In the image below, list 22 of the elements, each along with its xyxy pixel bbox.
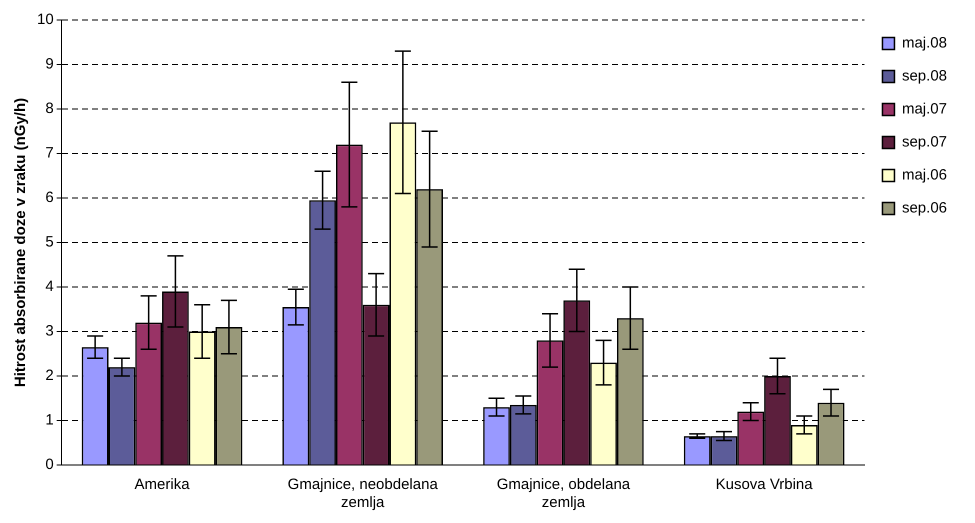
legend-label: maj.07: [902, 100, 947, 118]
y-tick-label: 6: [45, 189, 54, 206]
y-tick-label: 5: [45, 234, 54, 251]
y-tick-label: 4: [45, 278, 54, 296]
legend-label: maj.06: [902, 166, 947, 184]
x-tick-label: Gmajnice, obdelana zemlja: [496, 476, 631, 512]
y-tick-label: 3: [45, 322, 54, 340]
legend-label: sep.06: [902, 200, 948, 217]
legend-label: maj.08: [902, 34, 947, 52]
x-tick-label: Kusova Vrbina: [716, 476, 814, 494]
y-tick-label: 7: [45, 144, 54, 162]
y-axis-title: Hitrost absorbirane doze v zraku (nGy/h): [12, 98, 30, 388]
legend-label: sep.08: [902, 68, 948, 85]
y-tick-label: 0: [45, 456, 54, 474]
y-tick-label: 1: [45, 412, 54, 429]
y-tick-label: 8: [45, 100, 54, 118]
x-tick-label: Gmajnice, neobdelana zemlja: [288, 476, 438, 512]
x-tick-label: Amerika: [134, 476, 190, 494]
y-tick-label: 9: [45, 56, 54, 73]
y-tick-label: 2: [45, 367, 54, 384]
legend-label: sep.07: [902, 134, 948, 151]
y-tick-label: 10: [36, 11, 54, 28]
